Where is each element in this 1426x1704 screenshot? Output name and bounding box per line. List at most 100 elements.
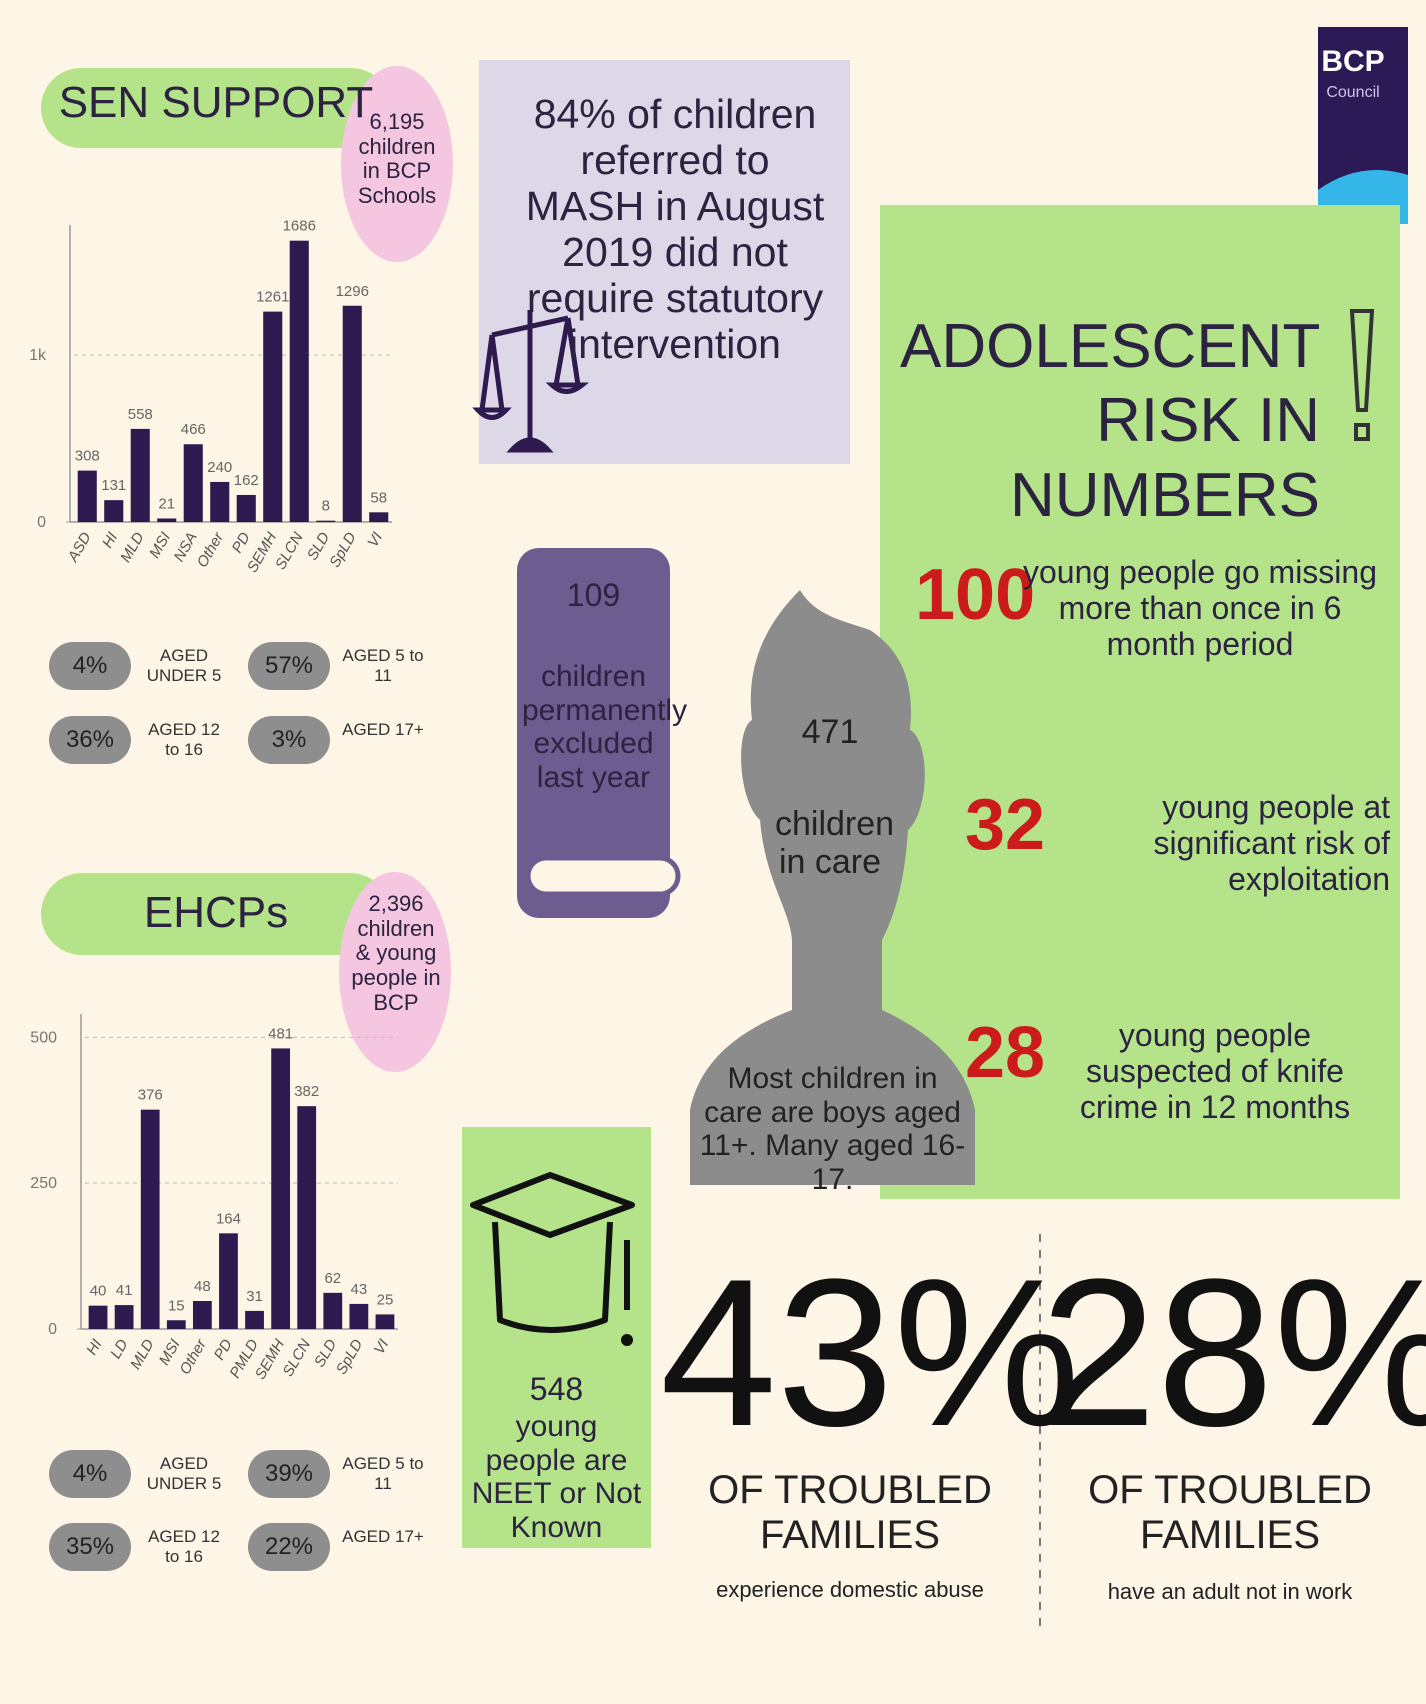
value-label: 1296	[336, 283, 369, 300]
x-tick-label: MLD	[127, 1336, 158, 1372]
age-percent: 4%	[49, 642, 131, 690]
value-label: 308	[75, 448, 100, 465]
age-percent: 22%	[248, 1523, 330, 1571]
care-number: 471	[780, 713, 880, 751]
bar	[316, 521, 335, 522]
value-label: 21	[158, 495, 175, 512]
risk-title: ADOLESCENT RISK IN NUMBERS	[900, 310, 1320, 533]
age-label: AGED 12 to 16	[139, 720, 229, 759]
risk-number: 28	[960, 1013, 1050, 1094]
risk-text: young people go missing more than once i…	[1020, 555, 1380, 662]
x-tick-label: HI	[99, 530, 121, 551]
chart-title: EHCPs	[41, 888, 391, 937]
value-label: 40	[90, 1283, 107, 1300]
bar	[245, 1311, 264, 1329]
mash-text: 84% of children referred to MASH in Augu…	[525, 92, 825, 367]
value-label: 162	[234, 472, 259, 489]
bar	[115, 1305, 134, 1329]
family-percent: 28%	[1040, 1235, 1420, 1470]
bar	[349, 1304, 368, 1329]
x-tick-label: SpLD	[333, 1336, 367, 1377]
age-percent: 57%	[248, 642, 330, 690]
family-percent: 43%	[660, 1235, 1040, 1470]
value-label: 41	[116, 1282, 133, 1299]
x-tick-label: Other	[194, 529, 228, 571]
age-percent: 4%	[49, 1450, 131, 1498]
neet-number: 548	[462, 1372, 651, 1408]
value-label: 31	[246, 1288, 263, 1305]
bar	[131, 429, 150, 522]
value-label: 62	[324, 1270, 341, 1287]
exclusions-number: 109	[517, 578, 670, 614]
x-tick-label: SpLD	[326, 529, 360, 570]
logo-name: BCP	[1318, 45, 1388, 79]
x-tick-label: PD	[229, 529, 254, 556]
bar	[323, 1293, 342, 1329]
bar	[104, 500, 123, 522]
value-label: 481	[268, 1025, 293, 1042]
age-percent: 39%	[248, 1450, 330, 1498]
bar	[141, 1110, 160, 1329]
bar	[297, 1106, 316, 1329]
x-tick-label: VI	[371, 1337, 393, 1358]
value-label: 1686	[283, 218, 316, 235]
bar	[237, 495, 256, 522]
x-tick-label: HI	[83, 1337, 105, 1358]
family-label: OF TROUBLED FAMILIES	[660, 1468, 1040, 1558]
age-label: AGED 5 to 11	[338, 646, 428, 685]
bar	[343, 306, 362, 522]
family-label: OF TROUBLED FAMILIES	[1040, 1468, 1420, 1558]
risk-number: 100	[915, 555, 1015, 636]
x-tick-label: PD	[211, 1336, 236, 1363]
age-percent: 3%	[248, 716, 330, 764]
exclusions-text: children permanently excluded last year	[522, 660, 665, 794]
age-percent: 35%	[49, 1523, 131, 1571]
value-label: 1261	[256, 289, 289, 306]
bar	[167, 1320, 186, 1329]
bar	[210, 482, 229, 522]
x-tick-label: Other	[176, 1336, 210, 1378]
age-label: AGED 5 to 11	[338, 1454, 428, 1493]
value-label: 131	[101, 477, 126, 494]
value-label: 466	[181, 421, 206, 438]
x-tick-label: SLCN	[279, 1336, 314, 1379]
age-percent: 36%	[49, 716, 131, 764]
risk-number: 32	[960, 785, 1050, 866]
family-text: have an adult not in work	[1040, 1580, 1420, 1605]
bar	[369, 512, 388, 522]
care-text: children in care	[775, 805, 885, 881]
bar	[157, 518, 176, 522]
risk-text: young people at significant risk of expl…	[1060, 790, 1390, 897]
bar	[78, 471, 97, 522]
value-label: 58	[370, 489, 387, 506]
x-tick-label: MLD	[117, 529, 148, 565]
annotation: 6,195 children in BCP Schools	[350, 110, 444, 209]
bar	[263, 312, 282, 522]
age-label: AGED UNDER 5	[139, 646, 229, 685]
x-tick-label: ASD	[64, 529, 95, 565]
bar	[193, 1301, 212, 1329]
age-label: AGED UNDER 5	[139, 1454, 229, 1493]
x-tick-label: VI	[364, 530, 386, 551]
bar	[376, 1314, 395, 1329]
bar	[271, 1048, 290, 1329]
bar	[290, 241, 309, 522]
book-pages	[528, 858, 678, 894]
value-label: 25	[377, 1291, 394, 1308]
value-label: 48	[194, 1278, 211, 1295]
infographic: 01k308ASD131HI558MLD21MSI466NSA240Other1…	[0, 0, 1426, 1704]
value-label: 15	[168, 1297, 185, 1314]
value-label: 8	[322, 498, 330, 515]
value-label: 558	[128, 406, 153, 423]
y-tick-label: 1k	[29, 347, 47, 364]
y-tick-label: 0	[37, 514, 46, 531]
bar	[184, 444, 203, 522]
family-text: experience domestic abuse	[660, 1578, 1040, 1603]
value-label: 43	[351, 1281, 368, 1298]
age-label: AGED 17+	[338, 1527, 428, 1547]
x-tick-label: LD	[107, 1336, 131, 1361]
value-label: 376	[138, 1087, 163, 1104]
y-tick-label: 500	[30, 1029, 57, 1046]
value-label: 164	[216, 1210, 241, 1227]
value-label: 240	[207, 459, 232, 476]
